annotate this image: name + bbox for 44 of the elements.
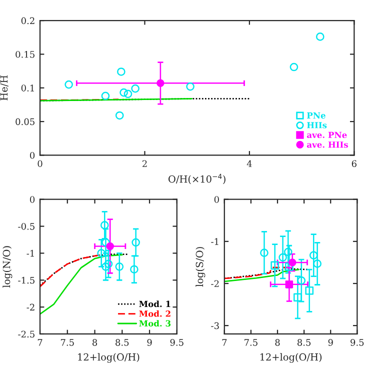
y-tick-label: -0.5 bbox=[18, 223, 34, 230]
y-tick-label: 0.2 bbox=[21, 17, 34, 24]
x-tick-label: 6 bbox=[352, 160, 356, 168]
legend-label: Mod. 2 bbox=[139, 310, 170, 317]
y-tick-label: -3 bbox=[211, 322, 219, 330]
y-tick-label: 0 bbox=[30, 152, 35, 159]
x-tick-label: 8.5 bbox=[116, 339, 129, 346]
y-tick-label: -1.5 bbox=[18, 276, 34, 284]
y-tick-label: -1 bbox=[211, 238, 218, 245]
x-axis-title: 12+log(O/H) bbox=[260, 353, 322, 363]
x-tick-label: 8 bbox=[275, 339, 280, 346]
legend-label: ave. HIIs bbox=[306, 142, 348, 148]
x-tick-label: 7 bbox=[222, 339, 227, 346]
x-tick-label: 9 bbox=[328, 339, 333, 346]
y-tick-label: 0.15 bbox=[16, 50, 34, 58]
y-tick-label: -2 bbox=[26, 304, 34, 310]
y-tick-label: 0.05 bbox=[16, 118, 34, 126]
y-tick-label: 0 bbox=[30, 196, 35, 203]
y-axis-title: He/H bbox=[0, 75, 8, 100]
y-axis-title: log(N/O) bbox=[2, 246, 12, 288]
y-tick-label: 0 bbox=[214, 196, 219, 203]
y-tick-label: -2.5 bbox=[18, 330, 34, 338]
x-tick-label: 0 bbox=[38, 160, 42, 168]
x-tick-label: 8.5 bbox=[297, 339, 311, 346]
legend-label: ave. PNe bbox=[306, 132, 347, 138]
x-tick-label: 7.5 bbox=[244, 339, 258, 346]
x-tick-label: 4 bbox=[246, 160, 252, 167]
y-tick-label: -1 bbox=[26, 250, 34, 257]
legend-label: HIIs bbox=[307, 122, 327, 128]
x-tick-label: 7 bbox=[38, 339, 42, 346]
x-axis-title: 12+log(O/H) bbox=[78, 353, 140, 363]
x-axis-title: O/H(×10$^{−4}$) bbox=[168, 174, 226, 184]
x-tick-label: 7.5 bbox=[60, 339, 74, 346]
x-tick-label: 2 bbox=[142, 160, 147, 167]
legend-label: Mod. 3 bbox=[139, 320, 171, 327]
y-axis-title: log(S/O) bbox=[196, 247, 206, 287]
y-tick-label: 0.1 bbox=[21, 84, 34, 92]
x-tick-label: 9.5 bbox=[350, 339, 364, 346]
legend-label: PNe bbox=[307, 112, 326, 119]
x-tick-label: 9 bbox=[147, 339, 152, 346]
x-tick-label: 9.5 bbox=[170, 339, 184, 346]
y-tick-label: -2 bbox=[211, 280, 219, 287]
x-tick-label: 8 bbox=[92, 339, 98, 346]
legend-label: Mod. 1 bbox=[139, 300, 170, 308]
